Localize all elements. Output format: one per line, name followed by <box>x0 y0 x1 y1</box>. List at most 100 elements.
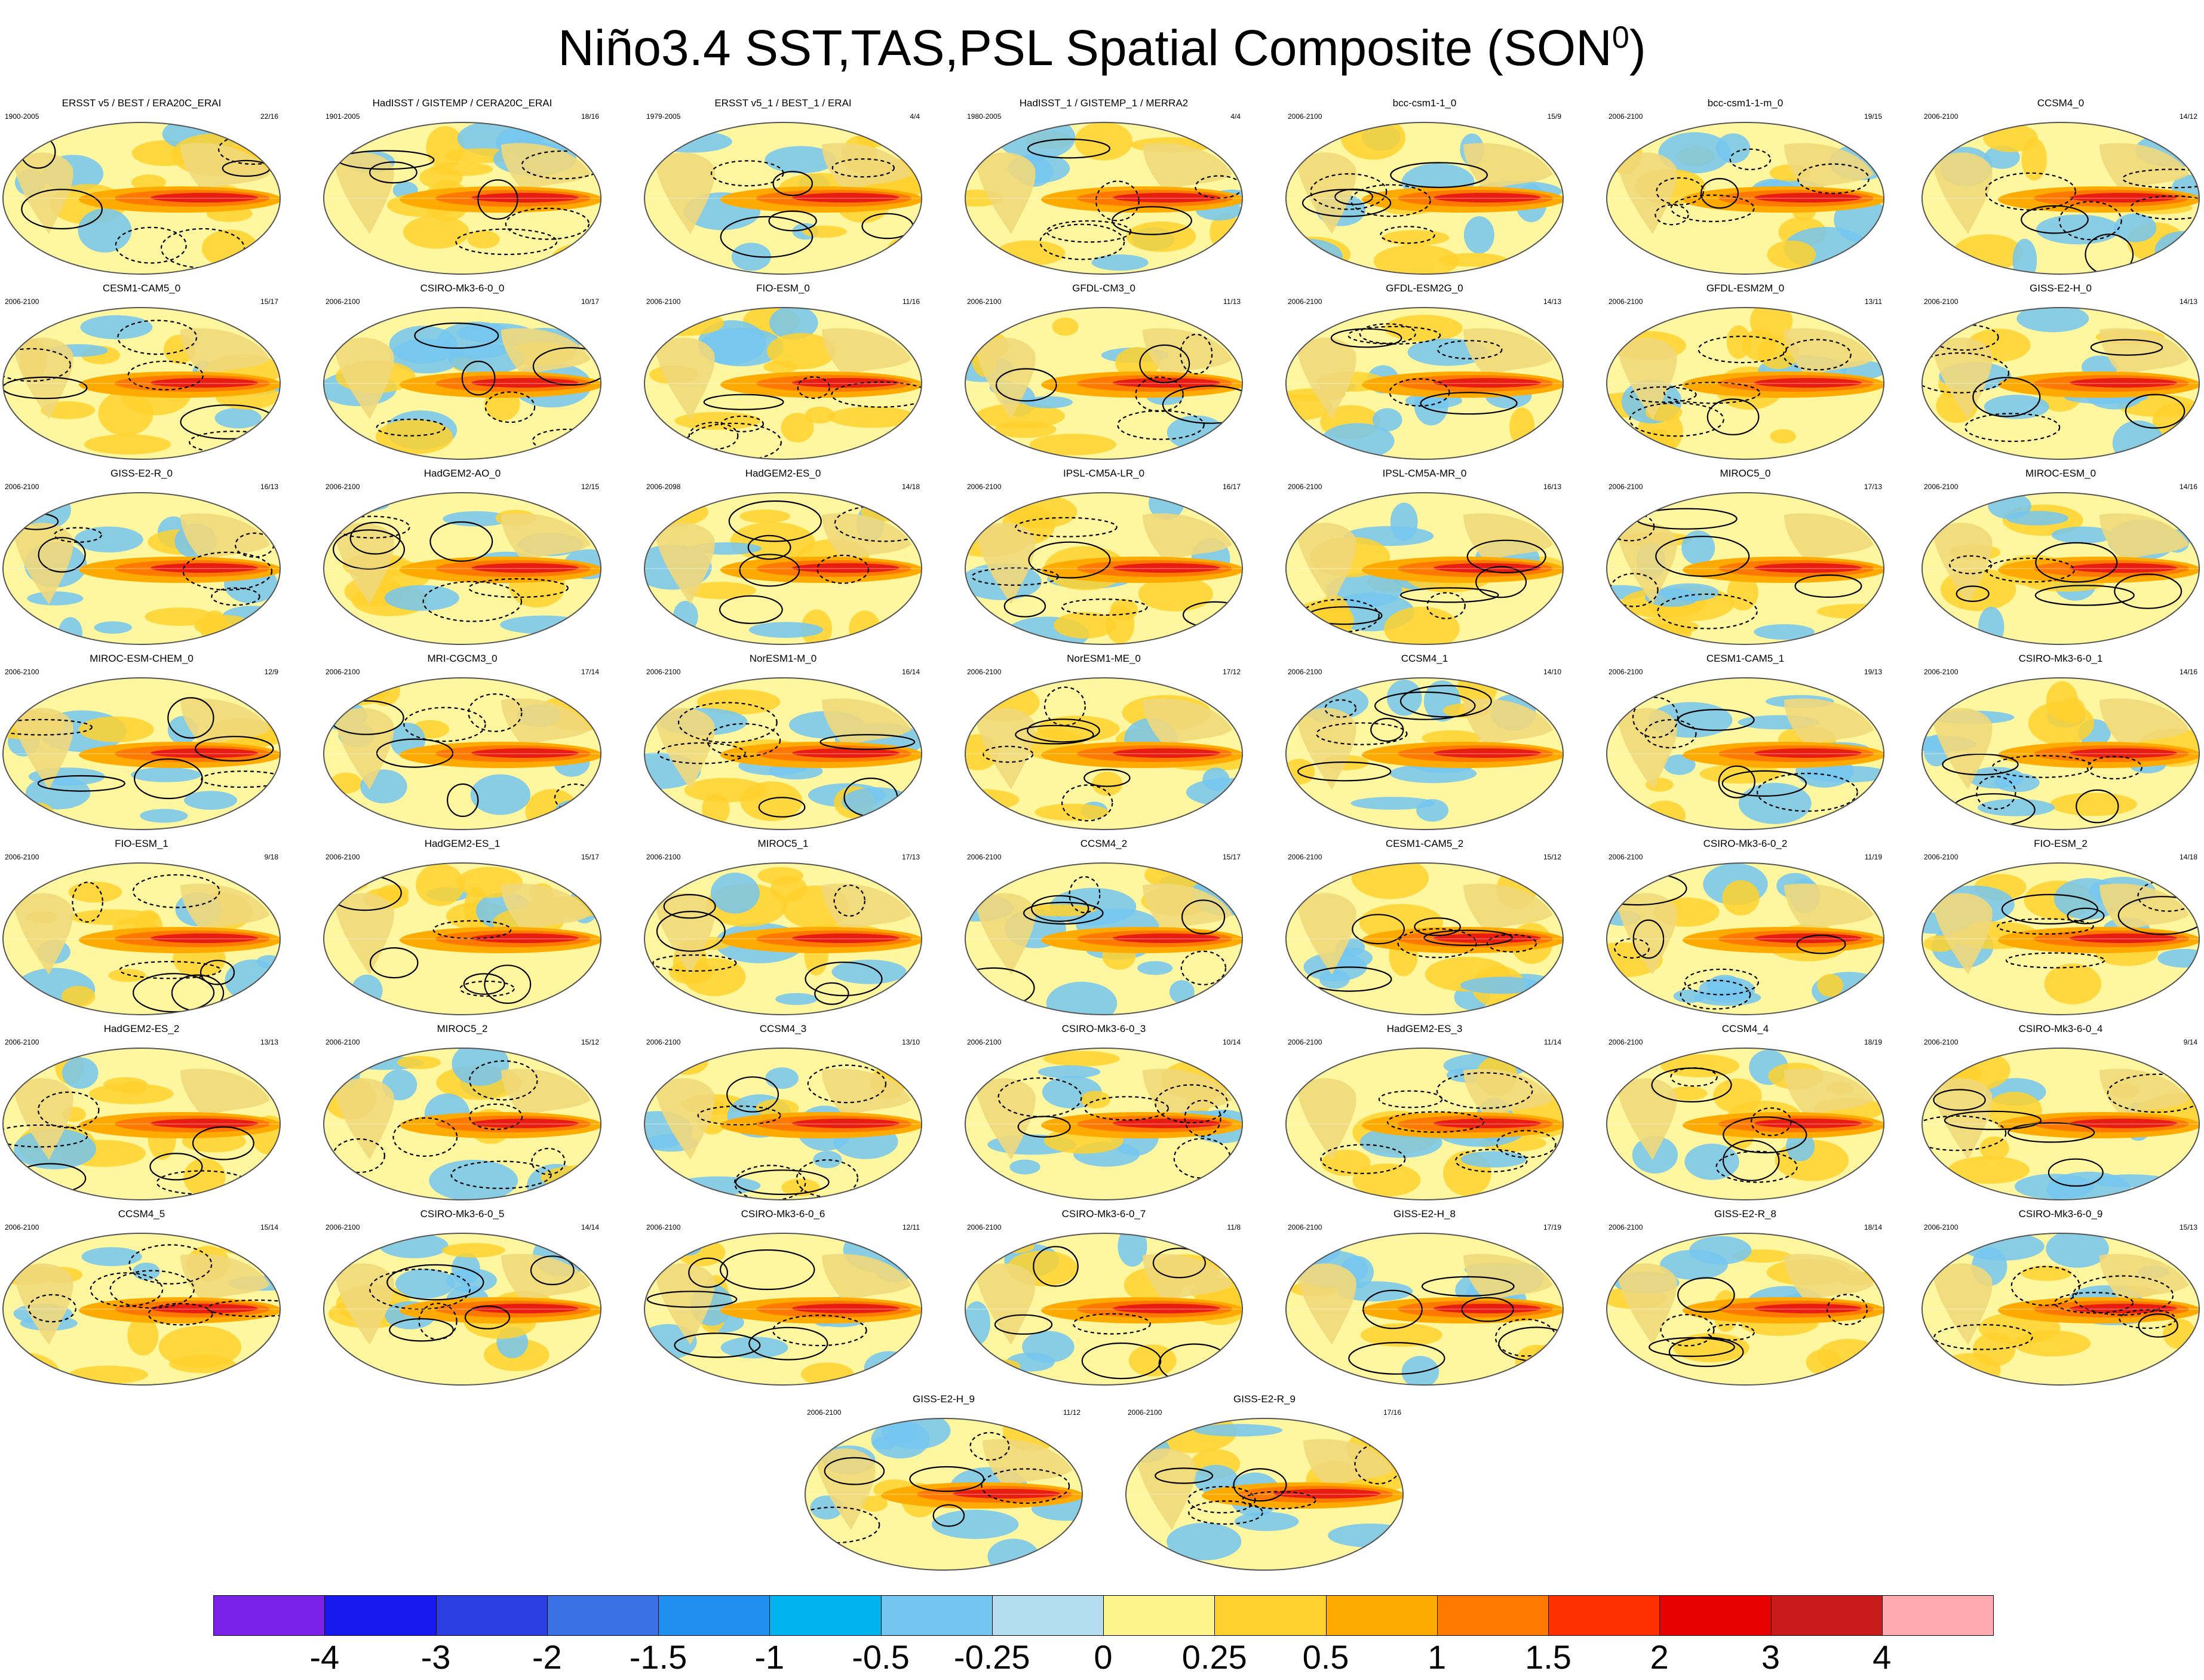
map-panel: GISS-E2-H_0 2006-2100 14/13 <box>1920 282 2201 461</box>
map-globe <box>965 677 1243 830</box>
panel-count: 16/13 <box>1543 483 1561 491</box>
panel-title: CSIRO-Mk3-6-0_2 <box>1703 838 1788 849</box>
map-panel: GISS-E2-R_9 2006-2100 17/16 <box>1124 1393 1405 1572</box>
panel-period: 2006-2100 <box>1288 668 1322 676</box>
map-panel: ERSST v5_1 / BEST_1 / ERAI 1979-2005 4/4 <box>643 97 923 276</box>
map-globe <box>2 862 281 1015</box>
map-panel: MIROC-ESM-CHEM_0 2006-2100 12/9 <box>1 652 282 831</box>
map-globe <box>1606 1048 1884 1200</box>
map-panel: MIROC-ESM_0 2006-2100 14/16 <box>1920 467 2201 646</box>
panel-count: 9/14 <box>2183 1038 2197 1046</box>
panel-title: GFDL-CM3_0 <box>1072 282 1135 294</box>
panel-period: 2006-2100 <box>646 668 681 676</box>
map-panel: ERSST v5 / BEST / ERA20C_ERAI 1900-2005 22… <box>1 97 282 276</box>
map-globe <box>644 862 922 1015</box>
map-globe <box>965 862 1243 1015</box>
map-panel: CSIRO-Mk3-6-0_4 2006-2100 9/14 <box>1920 1022 2201 1202</box>
map-panel: CCSM4_3 2006-2100 13/10 <box>643 1022 923 1202</box>
panel-title: GISS-E2-R_9 <box>1233 1393 1296 1405</box>
panel-title: HadISST_1 / GISTEMP_1 / MERRA2 <box>1019 97 1189 109</box>
panel-count: 11/14 <box>1543 1038 1561 1046</box>
panel-title: GFDL-ESM2M_0 <box>1706 282 1785 294</box>
panel-title: NorESM1-ME_0 <box>1067 653 1141 664</box>
panel-count: 4/4 <box>910 112 920 121</box>
panel-title: CESM1-CAM5_0 <box>102 282 181 294</box>
colorbar-swatch <box>435 1595 548 1636</box>
map-globe <box>1921 307 2200 460</box>
panel-count: 15/17 <box>581 853 599 861</box>
panel-count: 11/12 <box>1063 1408 1080 1417</box>
panel-count: 17/19 <box>1543 1223 1561 1231</box>
panel-title: HadISST / GISTEMP / CERA20C_ERAI <box>372 97 552 109</box>
panel-count: 16/13 <box>260 483 278 491</box>
panel-title: CSIRO-Mk3-6-0_3 <box>1061 1023 1146 1034</box>
panel-title: FIO-ESM_2 <box>2034 838 2088 849</box>
panel-title: CCSM4_1 <box>1401 653 1448 664</box>
colorbar-labels: -4 -3 -2 -1.5 -1 -0.5 -0.25 0 0.25 0.5 1 1.5 2 3 4 <box>0 1636 2204 1678</box>
panel-title: IPSL-CM5A-MR_0 <box>1382 468 1467 479</box>
map-globe <box>1285 307 1564 460</box>
panel-count: 13/10 <box>901 1038 920 1046</box>
map-globe <box>1606 307 1884 460</box>
panel-period: 2006-2100 <box>967 297 1002 306</box>
panel-count: 15/12 <box>1543 853 1561 861</box>
panel-period: 2006-2100 <box>1609 853 1643 861</box>
panel-title: ERSST v5 / BEST / ERA20C_ERAI <box>62 97 222 109</box>
map-panel: GFDL-CM3_0 2006-2100 11/13 <box>963 282 1244 461</box>
panel-count: 13/13 <box>260 1038 278 1046</box>
map-panel: bcc-csm1-1-m_0 2006-2100 19/15 <box>1605 97 1886 276</box>
colorbar-swatch <box>1881 1595 1994 1636</box>
panel-title: CSIRO-Mk3-6-0_7 <box>1061 1208 1146 1220</box>
panel-count: 13/11 <box>1864 297 1882 306</box>
map-globe <box>1921 492 2200 645</box>
map-globe <box>323 492 601 645</box>
colorbar-swatch <box>213 1595 326 1636</box>
panel-period: 2006-2100 <box>1609 483 1643 491</box>
map-globe <box>644 1233 922 1386</box>
colorbar-tick-label: -0.5 <box>852 1638 910 1676</box>
map-panel: CESM1-CAM5_1 2006-2100 19/13 <box>1605 652 1886 831</box>
colorbar-tick-label: 1.5 <box>1525 1638 1571 1676</box>
colorbar-tick-label: 0.5 <box>1302 1638 1349 1676</box>
panel-title: MIROC5_0 <box>1720 468 1771 479</box>
map-globe <box>2 307 281 460</box>
map-globe <box>323 307 601 460</box>
panel-period: 2006-2100 <box>1609 1038 1643 1046</box>
panel-title: ERSST v5_1 / BEST_1 / ERAI <box>714 97 852 109</box>
panel-title: HadGEM2-ES_2 <box>103 1023 180 1034</box>
panel-period: 2006-2100 <box>5 1038 39 1046</box>
panel-count: 11/13 <box>1223 297 1241 306</box>
panel-period: 1900-2005 <box>5 112 39 121</box>
colorbar-swatch <box>880 1595 993 1636</box>
map-globe <box>323 1233 601 1386</box>
map-panel: CSIRO-Mk3-6-0_7 2006-2100 11/8 <box>963 1208 1244 1387</box>
panel-count: 15/13 <box>2179 1223 2197 1231</box>
map-globe <box>1285 122 1564 275</box>
panel-count: 22/16 <box>260 112 278 121</box>
panel-period: 2006-2100 <box>1609 297 1643 306</box>
map-panel: CSIRO-Mk3-6-0_1 2006-2100 14/16 <box>1920 652 2201 831</box>
panel-period: 2006-2100 <box>807 1408 842 1417</box>
map-globe <box>644 492 922 645</box>
panel-period: 2006-2100 <box>1609 668 1643 676</box>
panel-period: 2006-2100 <box>326 668 360 676</box>
colorbar-tick-label: 0 <box>1094 1638 1113 1676</box>
panel-count: 12/15 <box>581 483 599 491</box>
panel-title: CCSM4_4 <box>1721 1023 1769 1034</box>
map-globe <box>965 1048 1243 1200</box>
map-globe <box>965 492 1243 645</box>
map-panel: NorESM1-ME_0 2006-2100 17/12 <box>963 652 1244 831</box>
map-globe <box>2 122 281 275</box>
panel-title: FIO-ESM_1 <box>115 838 168 849</box>
panel-count: 17/13 <box>901 853 920 861</box>
panel-period: 2006-2100 <box>5 853 39 861</box>
panel-count: 15/12 <box>581 1038 599 1046</box>
map-panel: CSIRO-Mk3-6-0_0 2006-2100 10/17 <box>322 282 603 461</box>
panel-period: 2006-2100 <box>1288 297 1322 306</box>
colorbar-tick-label: 4 <box>1873 1638 1892 1676</box>
map-panel: CSIRO-Mk3-6-0_9 2006-2100 15/13 <box>1920 1208 2201 1387</box>
map-panel: HadISST_1 / GISTEMP_1 / MERRA2 1980-2005 4… <box>963 97 1244 276</box>
map-panel: GISS-E2-H_9 2006-2100 11/12 <box>803 1393 1084 1572</box>
panel-title: CSIRO-Mk3-6-0_4 <box>2018 1023 2103 1034</box>
panel-count: 12/11 <box>902 1223 920 1231</box>
